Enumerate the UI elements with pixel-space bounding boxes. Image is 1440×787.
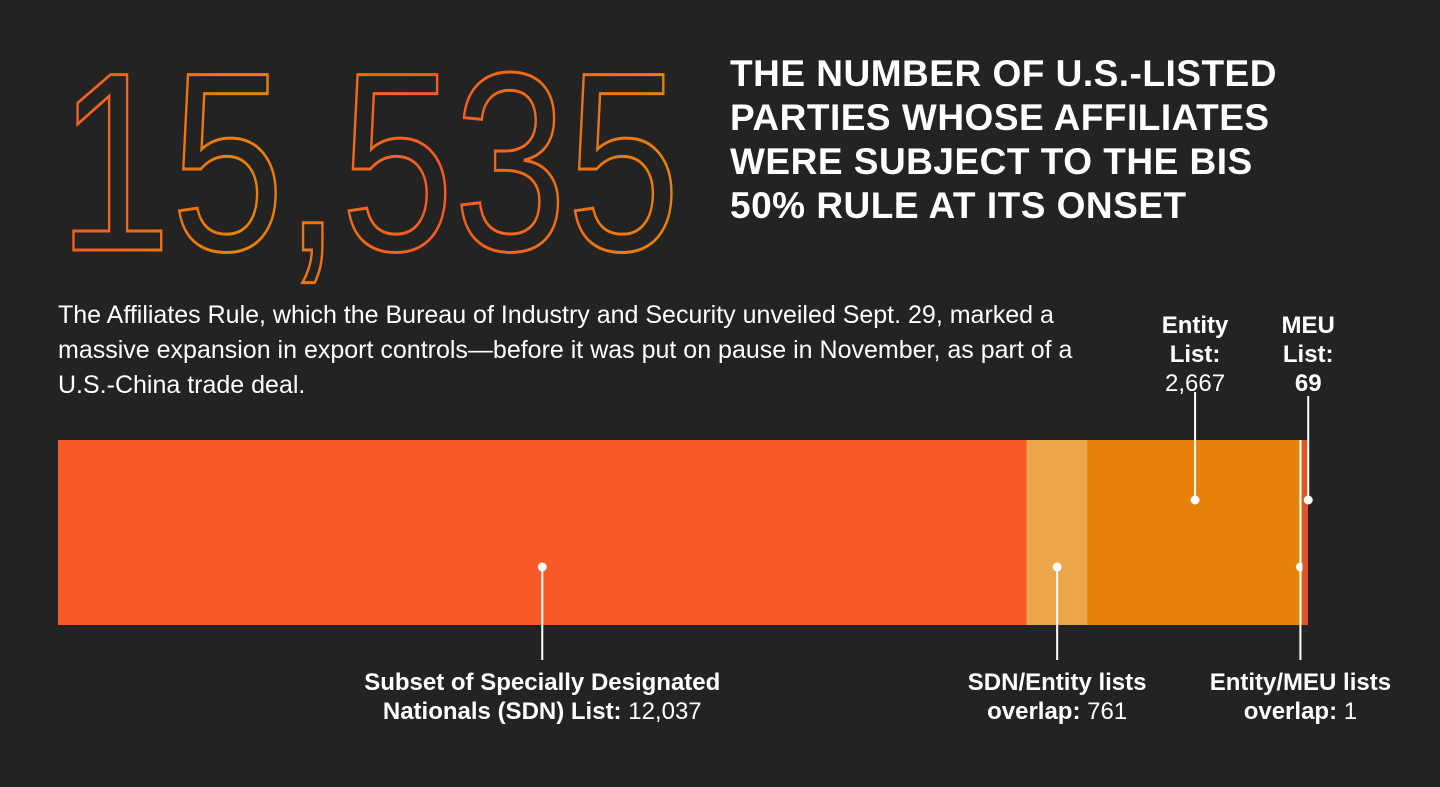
callout-dot [1190,495,1200,505]
big-number: 15,535 [57,19,682,291]
headline: THE NUMBER OF U.S.-LISTED PARTIES WHOSE … [730,53,1277,226]
value-label: 1 [1343,698,1358,725]
legend-name: Entity/MEU lists overlap: [1209,669,1392,725]
callout-dot [537,562,547,572]
description: The Affiliates Rule, which the Bureau of… [58,301,1073,399]
value-label: 2,667 [1165,370,1226,397]
callout-dot [1052,562,1062,572]
segment-label: MEU List: 69 [1263,311,1353,398]
segment-label: Subset of Specially Designated Nationals… [312,668,772,726]
legend-name: SDN/Entity lists overlap: [967,669,1147,725]
legend-name: Entity List: [1161,312,1229,368]
segment-label: Entity List: 2,667 [1140,311,1250,398]
legend-name: MEU List: [1281,312,1335,368]
value-label: 12,037 [628,698,702,725]
legend-name: Subset of Specially Designated Nationals… [364,669,721,725]
total-number: 15,535 [58,20,680,290]
segment-label: SDN/Entity lists overlap: 761 [932,668,1182,726]
value-label: 69 [1294,370,1322,397]
bar-segment [1302,440,1308,625]
segment-label: Entity/MEU lists overlap: 1 [1195,668,1405,726]
value-label: 761 [1087,698,1128,725]
callout-dot [1303,495,1313,505]
